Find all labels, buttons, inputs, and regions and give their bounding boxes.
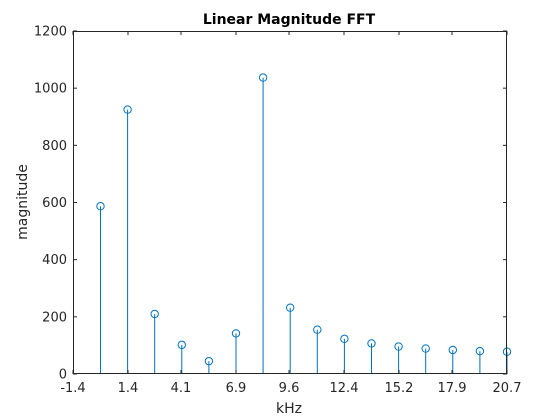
stem-marker (204, 356, 214, 366)
stem-marker (285, 303, 295, 312)
stem-marker (367, 339, 376, 348)
y-tick-label: 200 (42, 310, 67, 325)
x-tick-label: 15.2 (385, 381, 414, 396)
markers-layer (96, 73, 512, 366)
stem-marker (258, 73, 268, 82)
y-axis-label: magnitude (15, 164, 31, 240)
stem-marker (177, 340, 186, 350)
y-tick-label: 1200 (34, 25, 67, 40)
x-axis-ticks: -1.4 1.4 4.1 6.9 9.6 12.4 15.2 17.9 20.7 (60, 31, 521, 396)
stem-marker (150, 309, 159, 319)
stem-marker (394, 342, 403, 351)
x-tick-label: 6.9 (226, 381, 247, 396)
stem-marker (421, 344, 430, 353)
x-tick-label: 20.7 (493, 381, 522, 396)
stem-marker (313, 325, 322, 334)
y-tick-label: 400 (42, 253, 67, 268)
x-tick-label: 4.1 (171, 381, 192, 396)
stem-marker (340, 334, 349, 344)
y-tick-label: 600 (42, 196, 67, 211)
stem-marker (123, 105, 132, 114)
x-tick-label: 9.6 (279, 381, 300, 396)
x-tick-label: 17.9 (438, 381, 467, 396)
stem-marker (448, 345, 457, 355)
stem-marker (231, 329, 241, 338)
y-tick-label: 0 (59, 368, 67, 383)
y-tick-label: 1000 (34, 82, 67, 97)
stem-marker (475, 346, 485, 356)
x-tick-label: 1.4 (118, 381, 139, 396)
x-tick-label: -1.4 (60, 381, 85, 396)
y-axis-ticks: 0 200 400 600 800 1000 1200 (34, 25, 507, 383)
chart-title: Linear Magnitude FFT (203, 12, 376, 28)
x-axis-label: kHz (276, 401, 302, 417)
y-tick-label: 800 (42, 139, 67, 154)
stem-marker (96, 202, 105, 211)
x-tick-label: 12.4 (330, 381, 359, 396)
